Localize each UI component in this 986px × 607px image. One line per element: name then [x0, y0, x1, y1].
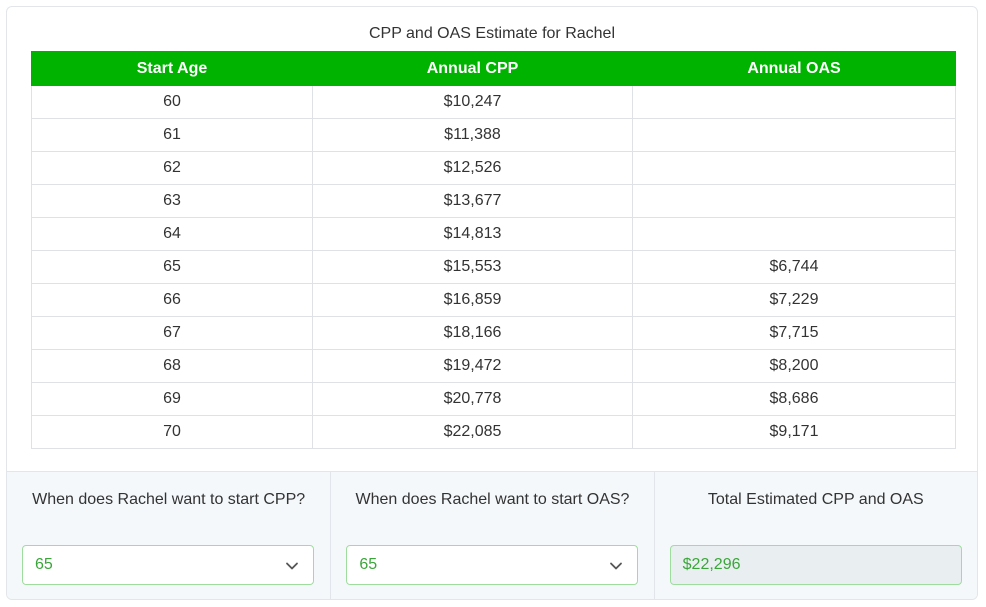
start-age-cell: 65 — [31, 250, 313, 284]
annual-oas-cell — [632, 85, 956, 119]
total-label: Total Estimated CPP and OAS — [707, 491, 924, 508]
start-age-cell: 60 — [31, 85, 313, 119]
start-age-cell: 62 — [31, 151, 313, 185]
annual-cpp-cell: $16,859 — [312, 283, 633, 317]
column-header-annual-oas: Annual OAS — [632, 51, 956, 86]
annual-cpp-cell: $13,677 — [312, 184, 633, 218]
start-age-cell: 70 — [31, 415, 313, 449]
table-row: 66 $16,859 $7,229 — [31, 283, 956, 317]
oas-start-select[interactable]: 65 — [346, 545, 639, 585]
annual-cpp-cell: $15,553 — [312, 250, 633, 284]
oas-start-value: 65 — [359, 556, 378, 573]
oas-start-panel: When does Rachel want to start OAS? 65 — [330, 472, 653, 599]
chevron-down-icon — [286, 562, 298, 570]
oas-start-label: When does Rachel want to start OAS? — [355, 491, 630, 508]
estimate-table: Start Age Annual CPP Annual OAS 60 $10,2… — [31, 51, 956, 449]
table-row: 62 $12,526 — [31, 151, 956, 185]
cpp-start-value: 65 — [35, 556, 53, 573]
table-row: 67 $18,166 $7,715 — [31, 316, 956, 350]
total-value: $22,296 — [682, 556, 741, 573]
total-panel: Total Estimated CPP and OAS $22,296 — [653, 472, 977, 599]
annual-oas-cell: $9,171 — [632, 415, 956, 449]
table-row: 61 $11,388 — [31, 118, 956, 152]
table-row: 65 $15,553 $6,744 — [31, 250, 956, 284]
chevron-down-icon — [610, 562, 623, 570]
annual-oas-cell: $6,744 — [632, 250, 956, 284]
column-header-start-age: Start Age — [31, 51, 313, 86]
start-age-cell: 68 — [31, 349, 313, 383]
estimate-card: CPP and OAS Estimate for Rachel Start Ag… — [6, 6, 978, 600]
cpp-start-label: When does Rachel want to start CPP? — [32, 491, 306, 508]
annual-oas-cell: $8,686 — [632, 382, 956, 416]
annual-oas-cell — [632, 217, 956, 251]
annual-oas-cell — [632, 184, 956, 218]
controls-footer: When does Rachel want to start CPP? 65 W… — [7, 471, 977, 599]
table-row: 68 $19,472 $8,200 — [31, 349, 956, 383]
table-row: 70 $22,085 $9,171 — [31, 415, 956, 449]
total-output-field: $22,296 — [669, 545, 962, 585]
column-header-annual-cpp: Annual CPP — [312, 51, 633, 86]
start-age-cell: 69 — [31, 382, 313, 416]
table-row: 60 $10,247 — [31, 85, 956, 119]
annual-oas-cell: $7,229 — [632, 283, 956, 317]
start-age-cell: 63 — [31, 184, 313, 218]
annual-cpp-cell: $11,388 — [312, 118, 633, 152]
cpp-start-select[interactable]: 65 — [22, 545, 314, 585]
table-row: 63 $13,677 — [31, 184, 956, 218]
start-age-cell: 67 — [31, 316, 313, 350]
table-header-row: Start Age Annual CPP Annual OAS — [31, 51, 956, 86]
annual-cpp-cell: $14,813 — [312, 217, 633, 251]
annual-cpp-cell: $19,472 — [312, 349, 633, 383]
table-row: 69 $20,778 $8,686 — [31, 382, 956, 416]
start-age-cell: 64 — [31, 217, 313, 251]
annual-cpp-cell: $22,085 — [312, 415, 633, 449]
table-row: 64 $14,813 — [31, 217, 956, 251]
table-title: CPP and OAS Estimate for Rachel — [368, 25, 616, 42]
start-age-cell: 66 — [31, 283, 313, 317]
annual-oas-cell — [632, 118, 956, 152]
annual-cpp-cell: $12,526 — [312, 151, 633, 185]
annual-oas-cell — [632, 151, 956, 185]
annual-cpp-cell: $18,166 — [312, 316, 633, 350]
start-age-cell: 61 — [31, 118, 313, 152]
annual-oas-cell: $7,715 — [632, 316, 956, 350]
cpp-start-panel: When does Rachel want to start CPP? 65 — [7, 472, 330, 599]
annual-oas-cell: $8,200 — [632, 349, 956, 383]
annual-cpp-cell: $10,247 — [312, 85, 633, 119]
annual-cpp-cell: $20,778 — [312, 382, 633, 416]
